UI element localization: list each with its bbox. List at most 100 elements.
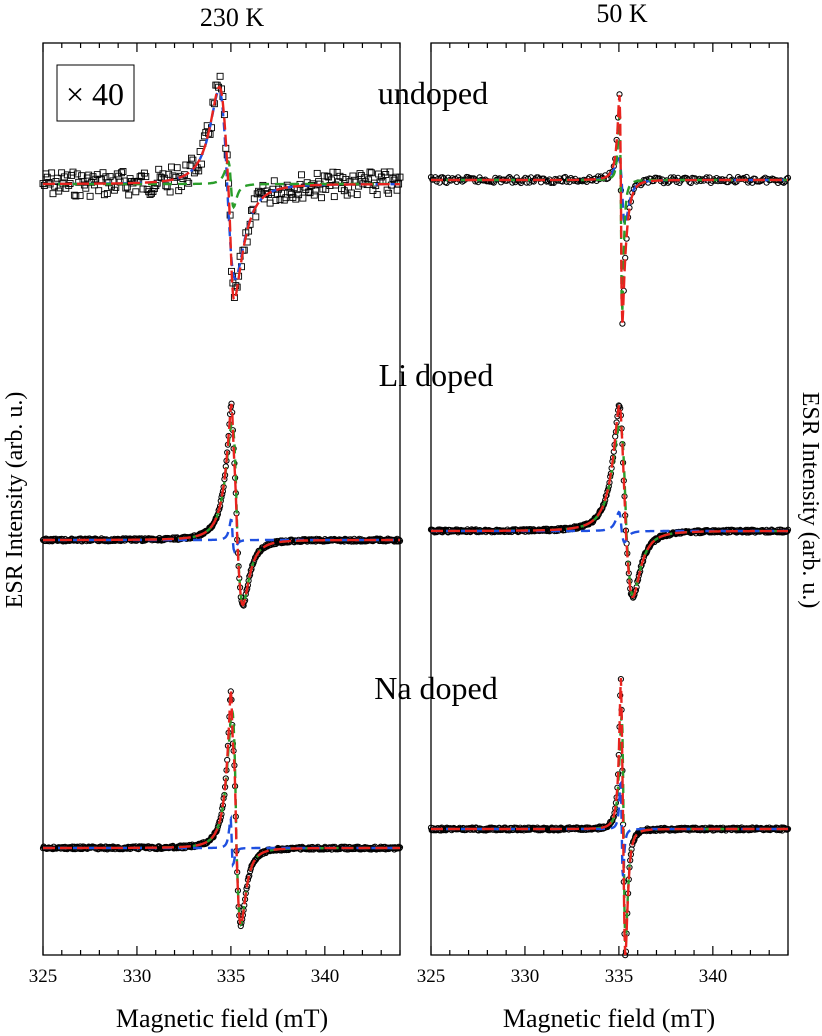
data-point <box>78 172 86 180</box>
data-point <box>45 178 53 186</box>
data-point <box>168 163 175 171</box>
data-point <box>298 171 305 179</box>
data-point <box>53 174 61 182</box>
data-point <box>165 170 173 178</box>
data-point <box>162 182 170 190</box>
data-point <box>43 173 51 181</box>
data-point <box>125 191 133 199</box>
data-point <box>299 194 307 202</box>
scale-factor-label: × 40 <box>66 76 124 112</box>
data-point <box>440 175 447 182</box>
data-point <box>182 161 190 169</box>
data-point <box>166 188 174 196</box>
data-point <box>72 192 80 200</box>
data-point <box>142 173 150 181</box>
fit-component-1-line <box>43 89 400 281</box>
curves-layer <box>39 72 792 959</box>
data-point <box>367 169 375 177</box>
data-point <box>330 193 338 201</box>
data-point <box>195 167 203 175</box>
data-point <box>272 197 280 204</box>
data-point <box>240 246 248 254</box>
x-tick-label: 325 <box>29 966 58 987</box>
data-point <box>396 173 404 181</box>
x-tick-label: 330 <box>123 966 152 987</box>
data-point <box>48 169 56 177</box>
data-point <box>219 93 227 100</box>
data-point <box>65 181 73 189</box>
fit-component-2-line <box>431 422 788 597</box>
x-tick-label: 335 <box>605 966 634 987</box>
sample-label-li-doped: Li doped <box>379 357 494 393</box>
fit-component-2-line <box>431 114 788 310</box>
panel-1 <box>39 72 404 303</box>
panel-title-right: 50 K <box>596 0 648 28</box>
x-axis-label-right: Magnetic field (mT) <box>503 1004 715 1033</box>
left-panel-frame <box>42 42 401 956</box>
data-point <box>49 190 57 198</box>
data-point <box>310 191 318 199</box>
fit-total-line <box>43 403 400 607</box>
fit-total-line <box>43 689 400 928</box>
data-point <box>188 154 195 162</box>
fit-component-2-line <box>43 420 400 607</box>
data-point <box>559 178 566 185</box>
sample-label-undoped: undoped <box>378 75 488 111</box>
panel-title-left: 230 K <box>200 3 265 32</box>
data-point <box>312 187 320 195</box>
data-point <box>270 177 278 185</box>
data-point <box>252 213 260 221</box>
fit-component-1-line <box>43 518 400 554</box>
data-point <box>329 168 337 176</box>
data-point <box>323 172 331 180</box>
data-point <box>266 199 274 207</box>
data-point <box>69 168 77 176</box>
data-point <box>392 173 400 181</box>
panel-5 <box>39 688 404 930</box>
data-point <box>280 196 288 204</box>
data-point <box>342 175 350 183</box>
data-point <box>385 189 393 197</box>
data-point <box>170 177 178 185</box>
data-point <box>393 186 401 194</box>
fit-total-line <box>431 401 788 599</box>
data-point <box>132 188 140 196</box>
data-point <box>86 192 94 200</box>
data-point <box>472 178 479 185</box>
x-tick-label: 340 <box>699 966 728 987</box>
right-panel-frame <box>430 42 789 956</box>
fit-total-line <box>431 94 788 326</box>
panel-4 <box>427 401 792 601</box>
x-tick-label: 335 <box>217 966 246 987</box>
data-point <box>210 520 217 527</box>
data-point <box>103 190 111 197</box>
data-point <box>322 185 330 193</box>
data-point <box>343 191 351 199</box>
data-point <box>350 176 358 184</box>
data-point <box>356 170 364 178</box>
data-point <box>173 164 181 172</box>
data-point <box>73 170 81 178</box>
data-point <box>328 176 335 184</box>
y-axis-label-left: ESR Intensity (arb. u.) <box>2 392 28 609</box>
data-point <box>140 169 148 177</box>
data-point <box>76 192 84 200</box>
x-axis-label-left: Magnetic field (mT) <box>116 1004 328 1033</box>
ticks-layer <box>42 43 789 955</box>
scale-factor-box <box>56 64 135 122</box>
x-tick-label: 340 <box>311 966 340 987</box>
data-point <box>366 168 374 176</box>
data-point <box>784 526 792 533</box>
data-point <box>313 169 321 177</box>
data-point <box>189 156 197 164</box>
data-point <box>386 168 394 176</box>
data-point <box>353 191 361 199</box>
data-point <box>123 183 131 191</box>
x-tick-label: 330 <box>511 966 540 987</box>
data-point <box>318 194 325 202</box>
data-point <box>360 174 368 182</box>
data-point <box>396 537 404 545</box>
data-point <box>119 168 127 175</box>
panel-3 <box>39 400 404 609</box>
